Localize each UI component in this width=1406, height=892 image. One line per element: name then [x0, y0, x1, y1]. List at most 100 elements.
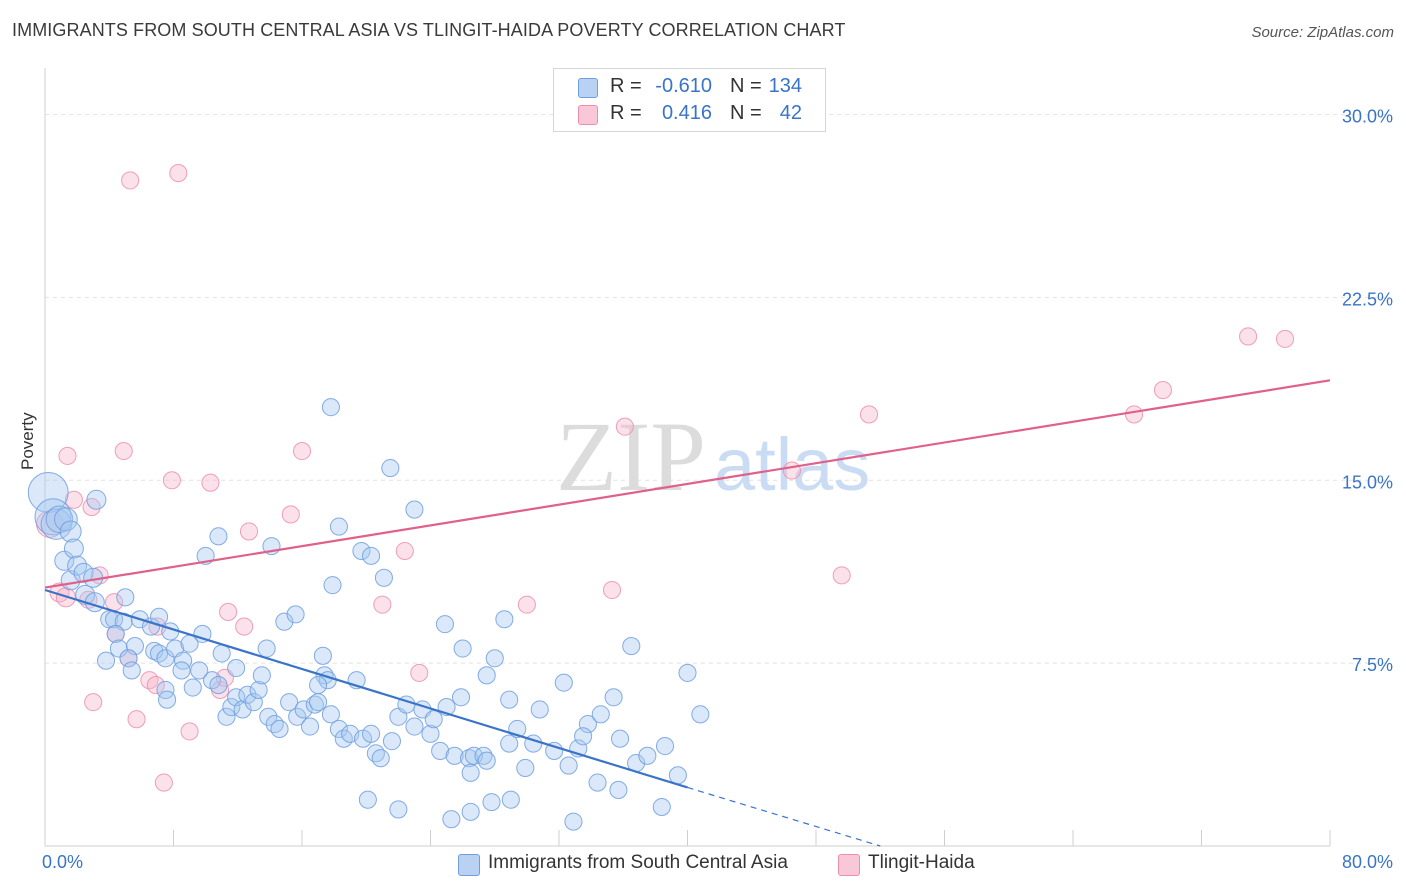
south-central-asia-trend-line — [44, 588, 688, 789]
south-central-asia-point — [405, 717, 424, 736]
south-central-asia-point — [227, 658, 246, 678]
south-central-asia-point — [461, 763, 480, 782]
south-central-asia-point — [445, 746, 464, 765]
tlingit-haida-point — [58, 446, 77, 465]
south-central-asia-point — [591, 705, 610, 724]
tlingit-haida-point — [1153, 381, 1172, 400]
south-central-asia-point — [53, 507, 78, 532]
legend-row-south-central-asia: R = -0.610 N = 134 — [554, 73, 825, 101]
south-central-asia-point — [45, 505, 74, 534]
tlingit-haida-point — [201, 473, 220, 492]
y-tick-label: 15.0% — [1342, 472, 1393, 492]
south-central-asia-point — [604, 688, 623, 707]
y-tick-label: 30.0% — [1342, 107, 1393, 127]
south-central-asia-point — [280, 693, 299, 712]
south-central-asia-point — [265, 715, 284, 734]
legend-n-label: N = — [730, 102, 762, 124]
south-central-asia-point — [610, 729, 630, 748]
south-central-asia-point — [116, 588, 135, 607]
tlingit-haida-point — [239, 522, 259, 541]
tlingit-haida-point — [146, 676, 165, 695]
south-central-asia-point — [63, 538, 84, 559]
south-central-asia-point — [362, 724, 381, 743]
south-central-asia-point — [485, 649, 504, 668]
south-central-asia-point — [374, 568, 393, 587]
tlingit-haida-point — [127, 710, 146, 729]
tlingit-haida-point — [162, 471, 181, 490]
legend-r-label: R = — [610, 75, 642, 97]
x-axis-min-label: 0.0% — [42, 852, 84, 872]
south-central-asia-point — [244, 693, 263, 712]
south-central-asia-point — [300, 717, 320, 736]
y-tick-label: 22.5% — [1342, 289, 1393, 309]
south-central-asia-point — [259, 707, 278, 726]
legend-r-label: R = — [610, 102, 642, 124]
tlingit-haida-point — [169, 164, 188, 183]
tlingit-haida-point — [373, 595, 392, 614]
south-central-asia-point — [321, 398, 340, 417]
south-central-asia-point — [156, 680, 175, 700]
south-central-asia-point — [453, 639, 472, 658]
south-central-asia-point — [574, 727, 593, 746]
south-central-asia-point — [501, 790, 520, 809]
south-central-asia-point — [222, 697, 241, 717]
south-central-asia-point — [321, 705, 340, 724]
south-central-asia-point — [564, 812, 583, 831]
south-central-asia-point — [431, 741, 450, 760]
legend-n-value: 42 — [779, 102, 802, 124]
south-central-asia-point — [257, 639, 276, 658]
x-axis-max-label: 80.0% — [1341, 852, 1393, 872]
watermark-zip: ZIP — [556, 401, 706, 512]
tlingit-haida-point — [410, 663, 429, 682]
south-central-asia-point — [474, 746, 493, 765]
tlingit-haida-point — [1239, 327, 1258, 346]
south-central-asia-point — [362, 546, 381, 565]
south-central-asia-point — [530, 700, 549, 719]
south-central-asia-point — [275, 612, 294, 631]
tlingit-haida-point — [859, 405, 879, 424]
south-central-asia-point — [655, 736, 675, 756]
tlingit-haida-point — [782, 461, 801, 480]
south-central-asia-point — [389, 800, 408, 819]
tlingit-haida-point — [84, 693, 103, 712]
south-central-asia-point — [442, 810, 461, 829]
south-central-asia-point — [183, 678, 202, 697]
south-central-asia-point — [305, 695, 324, 714]
south-central-asia-point — [313, 646, 332, 665]
chart-source: Source: ZipAtlas.com — [1251, 24, 1394, 41]
south-central-asia-point — [678, 663, 697, 682]
south-central-asia-point — [96, 651, 116, 670]
south-central-asia-point — [158, 690, 177, 709]
south-central-asia-point — [652, 797, 671, 817]
tlingit-haida-point — [281, 505, 300, 524]
y-axis-title: Poverty — [18, 412, 37, 470]
y-tick-labels: 7.5% 15.0% 22.5% 30.0% — [1342, 107, 1393, 676]
watermark-atlas: atlas — [714, 423, 870, 506]
grid-layer — [45, 114, 1390, 664]
south-central-asia-point — [119, 649, 138, 668]
south-central-asia-point — [212, 644, 231, 663]
south-central-asia-point — [559, 756, 578, 775]
tlingit-haida-point — [292, 441, 312, 461]
south-central-asia-point — [371, 749, 390, 768]
south-central-asia-point — [238, 685, 257, 704]
south-central-asia-point — [435, 615, 455, 634]
chart-title: IMMIGRANTS FROM SOUTH CENTRAL ASIA VS TL… — [12, 20, 846, 40]
south-central-asia-point — [329, 719, 348, 739]
south-central-asia-point — [59, 520, 82, 543]
tlingit-haida-point — [180, 722, 199, 741]
legend-r-value: -0.610 — [655, 75, 712, 97]
south-central-asia-point — [249, 680, 268, 700]
south-central-asia-point — [482, 793, 501, 812]
south-central-asia-point — [309, 676, 328, 695]
south-central-asia-point — [382, 732, 402, 751]
south-central-asia-point — [366, 744, 385, 763]
south-central-asia-point — [477, 751, 496, 770]
south-central-asia-point — [500, 690, 519, 709]
south-central-asia-point — [122, 661, 141, 680]
tlingit-haida-point — [235, 617, 254, 636]
south-central-asia-point — [461, 802, 480, 821]
tlingit-haida-point — [154, 773, 173, 792]
legend-n-value: 134 — [768, 75, 802, 97]
tlingit-haida-point — [832, 566, 851, 585]
